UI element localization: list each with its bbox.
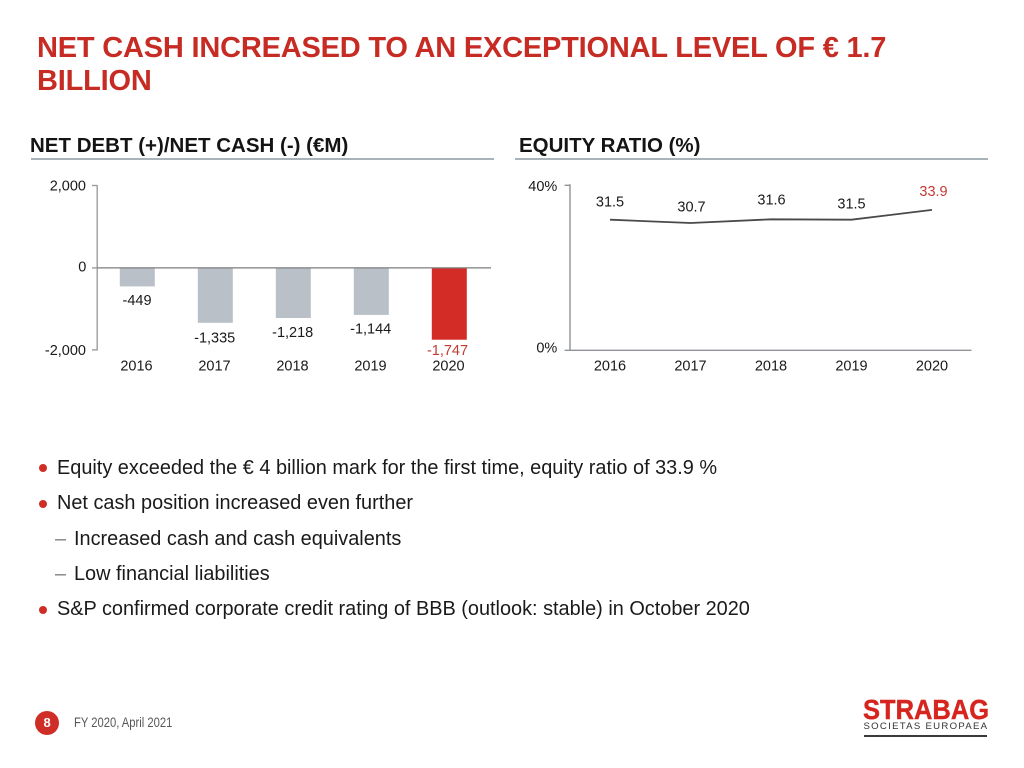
svg-text:2020: 2020 <box>432 359 464 375</box>
svg-text:2016: 2016 <box>120 359 152 375</box>
svg-text:40%: 40% <box>528 179 557 195</box>
svg-text:2,000: 2,000 <box>50 178 86 194</box>
svg-text:2018: 2018 <box>276 359 308 375</box>
svg-text:2020: 2020 <box>916 359 948 375</box>
svg-text:31.5: 31.5 <box>596 195 624 211</box>
svg-text:2017: 2017 <box>198 359 230 375</box>
svg-text:-2,000: -2,000 <box>45 343 86 359</box>
svg-text:-449: -449 <box>122 293 151 309</box>
svg-text:33.9: 33.9 <box>919 184 947 200</box>
svg-text:2016: 2016 <box>594 359 626 375</box>
svg-text:0: 0 <box>78 260 86 276</box>
svg-text:31.5: 31.5 <box>837 197 865 213</box>
svg-text:2019: 2019 <box>354 359 386 375</box>
svg-text:30.7: 30.7 <box>677 200 705 216</box>
svg-text:-1,218: -1,218 <box>272 325 313 341</box>
svg-text:0%: 0% <box>536 341 557 357</box>
svg-text:2018: 2018 <box>755 359 787 375</box>
svg-text:-1,335: -1,335 <box>194 330 235 346</box>
svg-text:-1,144: -1,144 <box>350 322 391 338</box>
svg-text:2019: 2019 <box>835 359 867 375</box>
svg-text:31.6: 31.6 <box>757 193 785 209</box>
svg-text:2017: 2017 <box>674 359 706 375</box>
svg-text:-1,747: -1,747 <box>427 343 468 359</box>
